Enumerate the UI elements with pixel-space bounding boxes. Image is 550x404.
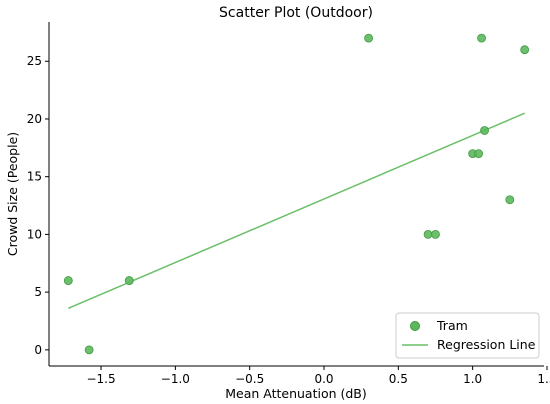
- scatter-point: [84, 345, 94, 355]
- x-tick-label: −1.0: [161, 372, 190, 386]
- x-tick-label: −1.5: [86, 372, 115, 386]
- scatter-point: [423, 230, 433, 239]
- scatter-point: [520, 45, 530, 55]
- x-tick-label: 0.5: [389, 372, 408, 386]
- y-axis-label: Crowd Size (People): [5, 132, 20, 256]
- scatter-point: [364, 33, 373, 43]
- scatter-point: [477, 33, 486, 43]
- y-ticks: 0 5 10 15 20 25: [27, 54, 49, 357]
- scatter-point: [505, 195, 515, 205]
- legend-label-tram: Tram: [436, 318, 468, 333]
- x-tick-label: 1.5: [537, 372, 550, 386]
- y-tick-label: 10: [27, 227, 42, 241]
- y-tick-label: 0: [34, 343, 42, 357]
- legend-marker-tram: [410, 321, 420, 331]
- scatter-point: [431, 230, 440, 239]
- y-tick-label: 15: [27, 170, 42, 184]
- scatter-point: [480, 126, 489, 135]
- x-ticks: −1.5 −1.0 −0.5 0.0 0.5 1.0 1.5: [86, 366, 550, 386]
- x-tick-label: 1.0: [463, 372, 482, 386]
- x-tick-label: 0.0: [314, 372, 333, 386]
- chart-title: Scatter Plot (Outdoor): [219, 5, 373, 21]
- x-axis-label: Mean Attenuation (dB): [225, 386, 367, 401]
- legend-box: [395, 312, 540, 359]
- y-tick-label: 20: [27, 112, 42, 126]
- scatter-point: [124, 276, 134, 285]
- scatter-point: [474, 149, 483, 158]
- y-tick-label: 25: [27, 54, 42, 68]
- legend: Tram Regression Line: [395, 312, 540, 359]
- x-tick-label: −0.5: [235, 372, 264, 386]
- legend-label-regression-line: Regression Line: [437, 337, 536, 352]
- series-layer: [63, 33, 530, 355]
- regression-line: [68, 112, 525, 309]
- y-tick-label: 5: [34, 285, 42, 299]
- scatter-point: [63, 276, 73, 285]
- plot-area: [48, 22, 544, 367]
